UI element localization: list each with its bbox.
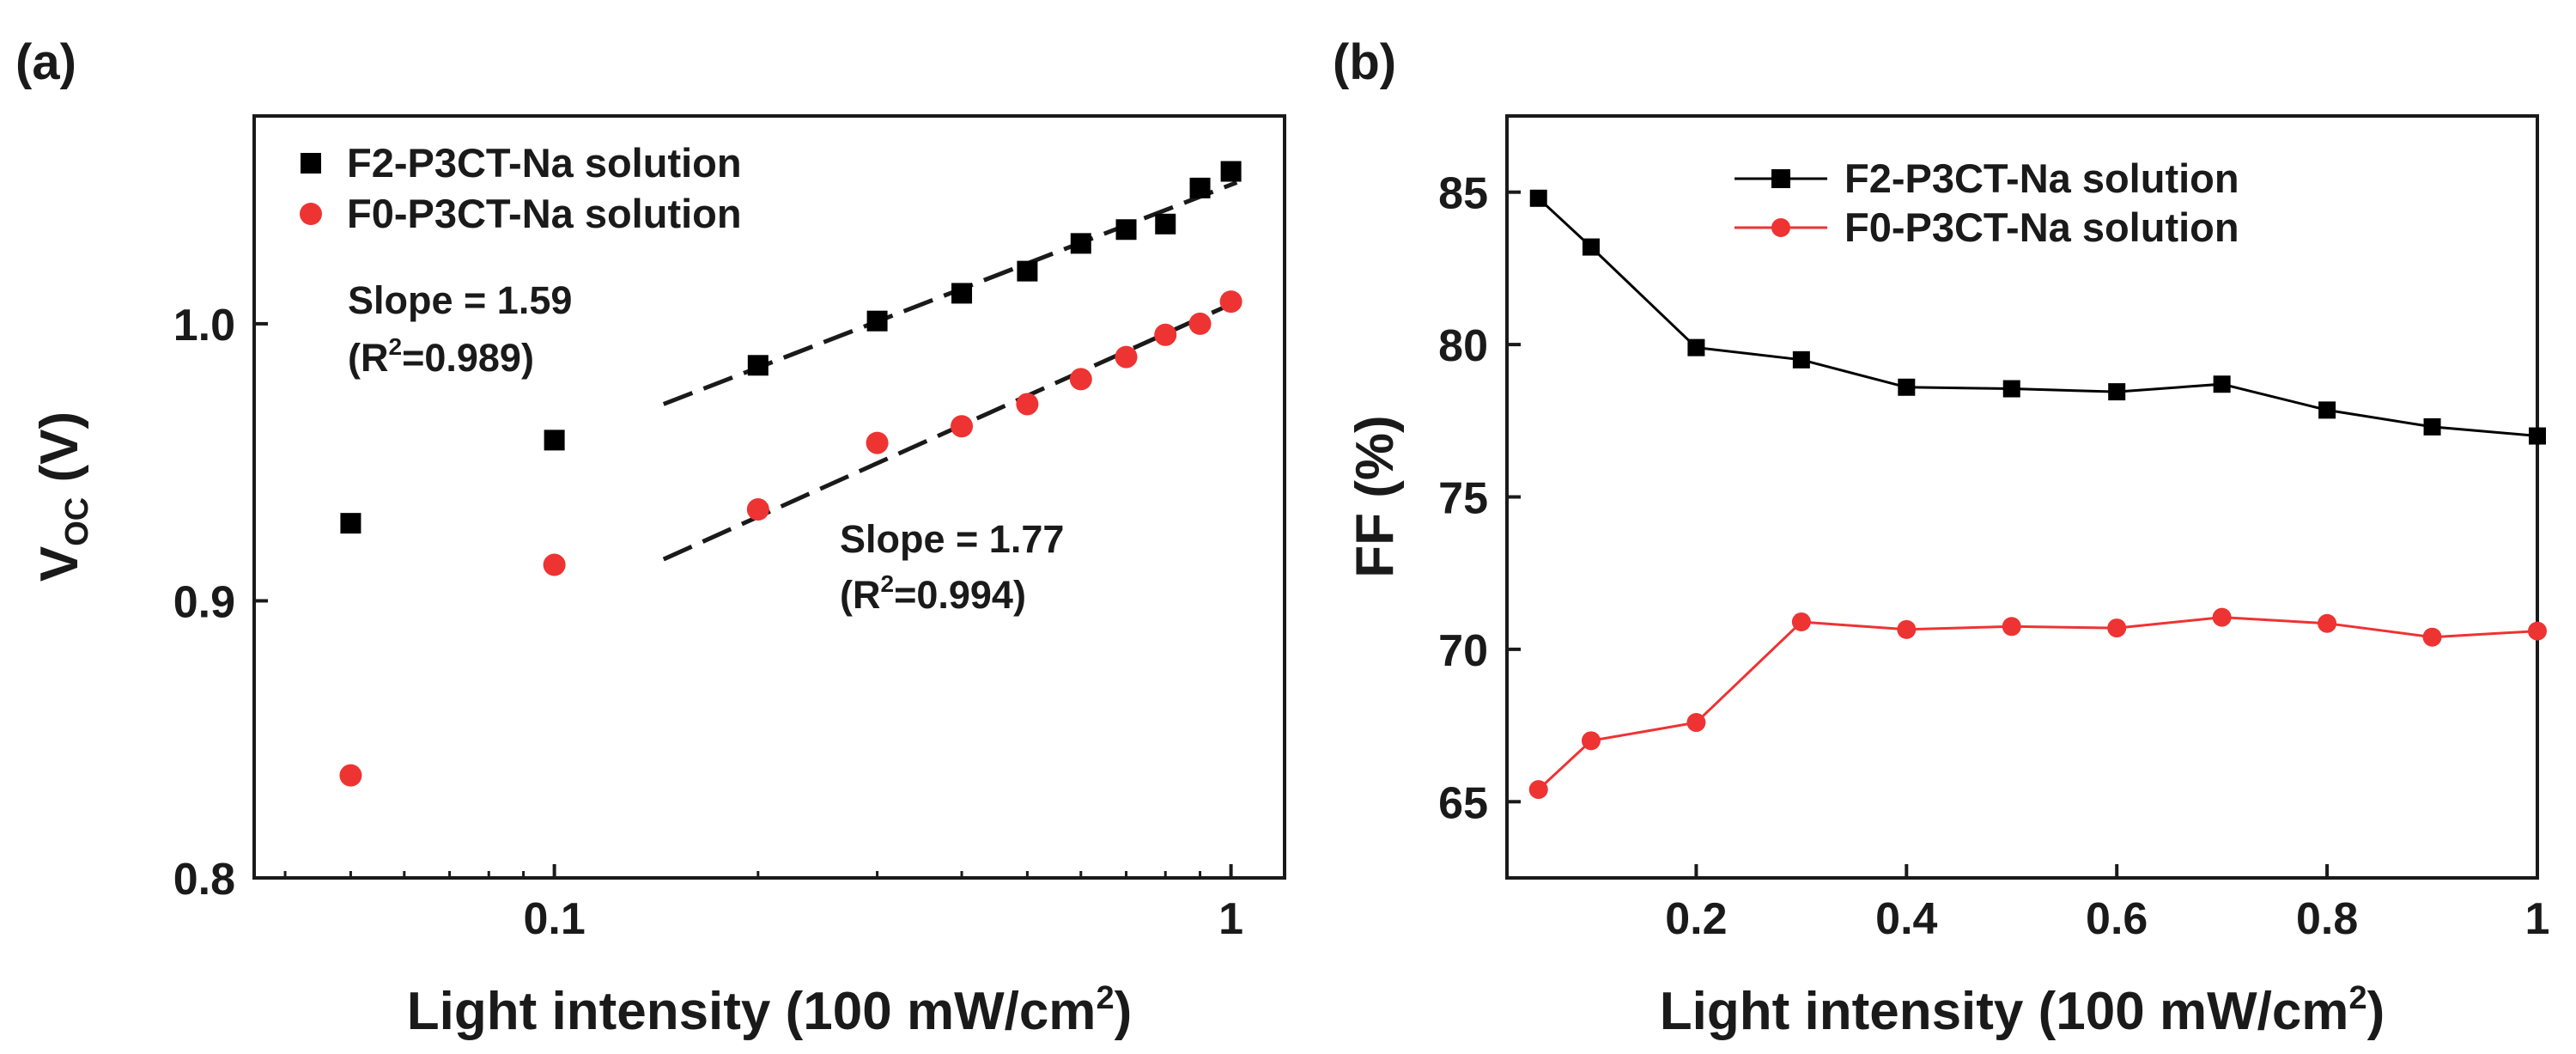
legend-b-marker-f0 [1771, 218, 1790, 237]
y-tick-label: 85 [1438, 169, 1488, 219]
panel-a-y-axis-title: VOC (V) [30, 411, 95, 582]
data-point [951, 283, 973, 304]
legend-b-label-f0: F0-P3CT-Na solution [1844, 204, 2239, 250]
data-point [2002, 617, 2021, 637]
data-point [1792, 350, 1810, 369]
data-point [2107, 618, 2127, 638]
data-point [1219, 290, 1242, 314]
annotation-r2-f0: (R2=0.994) [840, 570, 1026, 617]
data-point [1220, 161, 1242, 182]
x-tick-label: 0.6 [2086, 894, 2148, 944]
data-point [1016, 393, 1039, 416]
legend-a-marker-f0 [300, 203, 322, 225]
x-tick-label: 1 [1218, 894, 1243, 944]
data-point [951, 415, 974, 438]
data-point [1115, 345, 1138, 369]
data-point [866, 431, 889, 454]
y-tick-label: 0.8 [173, 855, 235, 905]
y-tick-label: 70 [1438, 626, 1488, 676]
panel-a-plot-frame [252, 114, 1286, 880]
panel-a: (a) 0.1 1 0.8 0.9 1.0 F2-P3CT-Na solution F0… [15, 34, 1286, 1041]
annotation-r2-f2: (R2=0.989) [348, 333, 534, 380]
data-point [1581, 731, 1601, 751]
panel-a-annotations: Slope = 1.59 (R2=0.989) Slope = 1.77 (R2… [348, 278, 1064, 617]
data-point [543, 553, 566, 576]
panel-a-label: (a) [15, 34, 76, 90]
x-tick-label: 0.2 [1665, 894, 1727, 944]
panel-b-legend: F2-P3CT-Na solution F0-P3CT-Na solution [1735, 155, 2239, 250]
panel-a-markers [339, 161, 1242, 787]
annotation-slope-f2: Slope = 1.59 [348, 278, 572, 322]
legend-b-label-f2: F2-P3CT-Na solution [1844, 155, 2239, 201]
panel-b-markers [1528, 189, 2547, 800]
data-point [1687, 338, 1705, 356]
panel-a-axis-ticks: 0.1 1 0.8 0.9 1.0 [173, 301, 1243, 944]
data-point [866, 310, 888, 332]
data-point [1188, 312, 1212, 335]
data-point [1017, 260, 1038, 282]
data-point [1115, 219, 1137, 241]
y-tick-label: 80 [1438, 321, 1488, 371]
data-point [1154, 323, 1177, 346]
data-point [2213, 375, 2231, 393]
x-tick-label: 1 [2525, 894, 2550, 944]
panel-b-y-axis-title: FF (%) [1346, 415, 1405, 577]
data-point [2108, 383, 2126, 401]
data-point [2423, 417, 2441, 436]
legend-a-label-f0: F0-P3CT-Na solution [347, 191, 742, 236]
panel-b-axis-ticks: 0.2 0.4 0.6 0.8 1 65 70 75 80 85 [1438, 169, 2549, 944]
data-point [1155, 213, 1176, 235]
data-point [544, 430, 565, 451]
legend-a-label-f2: F2-P3CT-Na solution [347, 140, 742, 186]
x-tick-label: 0.4 [1875, 894, 1937, 944]
data-point [2002, 380, 2020, 398]
data-point [1898, 378, 1916, 396]
data-point [746, 498, 769, 521]
data-point [1686, 713, 1706, 733]
data-point [1791, 612, 1811, 631]
data-point [2318, 613, 2337, 633]
data-point [2422, 627, 2442, 647]
panel-a-x-axis-title: Light intensity (100 mW/cm2) [407, 980, 1132, 1041]
data-point [2212, 607, 2232, 627]
data-point [2528, 621, 2547, 641]
data-point [2529, 427, 2546, 445]
y-tick-label: 0.9 [173, 577, 235, 627]
data-point [339, 764, 362, 787]
data-point [1189, 177, 1211, 198]
data-point [340, 513, 361, 534]
annotation-slope-f0: Slope = 1.77 [840, 517, 1064, 561]
data-point [747, 355, 769, 376]
data-point [1582, 238, 1600, 256]
data-point [2318, 401, 2336, 419]
panel-b: (b) 0.2 0.4 0.6 0.8 1 65 70 75 80 85 F2-P3CT-Na s… [1333, 34, 2549, 1041]
x-tick-label: 0.8 [2296, 894, 2358, 944]
x-tick-label: 0.1 [523, 894, 585, 944]
panel-b-label: (b) [1333, 34, 1396, 90]
panel-a-legend: F2-P3CT-Na solution F0-P3CT-Na solution [300, 140, 742, 236]
y-tick-label: 75 [1438, 474, 1488, 524]
data-point [1070, 233, 1091, 254]
series-line [1537, 616, 2538, 791]
panel-b-x-axis-title: Light intensity (100 mW/cm2) [1660, 980, 2385, 1041]
legend-a-marker-f2 [301, 153, 321, 174]
data-point [1069, 368, 1092, 391]
legend-b-marker-f2 [1771, 169, 1790, 188]
data-point [1528, 780, 1548, 800]
data-point [1897, 619, 1917, 639]
y-tick-label: 1.0 [173, 301, 235, 350]
panel-b-series-lines [1537, 197, 2538, 791]
y-tick-label: 65 [1438, 778, 1488, 828]
data-point [1529, 189, 1547, 207]
